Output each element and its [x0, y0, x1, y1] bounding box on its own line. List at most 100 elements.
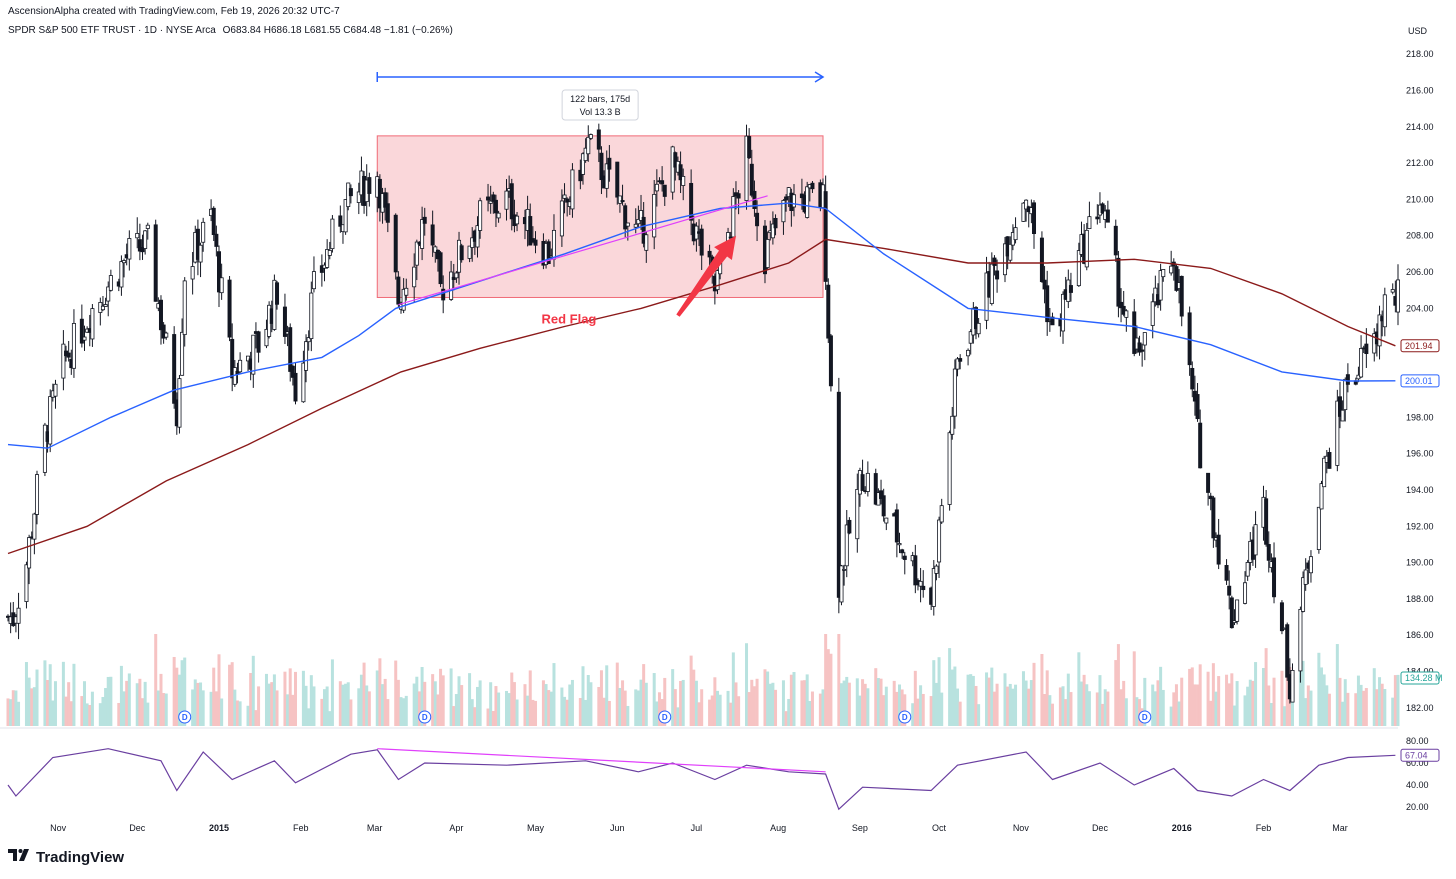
- candle-body: [918, 580, 923, 587]
- candle-body: [551, 229, 556, 260]
- volume-bar: [1232, 705, 1236, 726]
- red-flag-label: Red Flag: [541, 311, 596, 326]
- price-tick-label: 206.00: [1406, 267, 1434, 277]
- volume-bar: [172, 656, 176, 726]
- volume-bar: [810, 691, 814, 726]
- volume-bar: [505, 690, 509, 726]
- candle-body: [1105, 209, 1110, 223]
- candle-body: [699, 228, 704, 256]
- volume-bar: [528, 670, 532, 726]
- volume-bar: [897, 684, 901, 726]
- candle-body: [24, 564, 29, 602]
- candle-body: [219, 277, 224, 294]
- candle-body: [1298, 609, 1303, 672]
- dividend-marker[interactable]: D: [1138, 710, 1152, 724]
- candle-body: [784, 196, 789, 201]
- volume-bar: [1254, 662, 1258, 726]
- time-tick-label: Aug: [770, 823, 786, 833]
- price-axis[interactable]: 218.00 216.00 214.00 212.00 210.00 208.00 206.…: [1406, 49, 1434, 812]
- volume-bar: [515, 699, 519, 726]
- volume-bar: [417, 691, 421, 726]
- price-tick-label: 186.00: [1406, 630, 1434, 640]
- volume-bar: [1211, 663, 1215, 726]
- candle-body: [470, 237, 475, 248]
- volume-bar: [644, 682, 648, 726]
- candle-body: [839, 565, 844, 603]
- symbol-title[interactable]: SPDR S&P 500 ETF TRUST · 1D · NYSE Arca: [8, 25, 216, 36]
- candle-body: [343, 199, 348, 233]
- volume-bar: [618, 687, 622, 726]
- volume-bar: [439, 668, 443, 726]
- candle-body: [1061, 293, 1066, 332]
- volume-bar: [1243, 695, 1247, 726]
- volume-bar: [995, 683, 999, 726]
- volume-bar: [1087, 691, 1091, 726]
- volume-bar: [599, 670, 603, 726]
- volume-bar: [272, 674, 276, 726]
- candle-body: [636, 219, 641, 225]
- volume-bar: [541, 680, 545, 726]
- volume-bar: [304, 685, 308, 726]
- candle-body: [884, 517, 889, 524]
- time-tick-label: Sep: [852, 823, 868, 833]
- candle-body: [966, 349, 971, 357]
- time-axis[interactable]: Nov Dec 2015 Feb Mar Apr May Jun Jul Aug Sep Oct Nov…: [50, 823, 1348, 833]
- candle-body: [937, 519, 942, 563]
- volume-bar: [415, 676, 419, 726]
- volume-bar: [32, 687, 36, 726]
- volume-bar: [43, 660, 47, 726]
- candle-body: [272, 279, 277, 330]
- tradingview-brand[interactable]: TradingView: [8, 848, 124, 866]
- candle-body: [153, 224, 158, 302]
- candle-body: [1285, 624, 1290, 678]
- dividend-marker[interactable]: D: [418, 710, 432, 724]
- candle-body: [1124, 310, 1129, 318]
- candle-body: [1319, 483, 1324, 510]
- candle-body: [66, 352, 71, 358]
- volume-bar: [1235, 681, 1239, 726]
- volume-bar: [1114, 660, 1118, 726]
- dividend-marker[interactable]: D: [898, 710, 912, 724]
- volume-bar: [143, 681, 147, 726]
- symbol-legend[interactable]: SPDR S&P 500 ETF TRUST · 1D · NYSE Arca …: [8, 25, 457, 36]
- range-end-arrow: [814, 71, 825, 83]
- time-tick-label: Apr: [449, 823, 463, 833]
- volume-bar: [1343, 679, 1347, 726]
- candle-body: [404, 287, 409, 296]
- volume-bar: [338, 681, 342, 726]
- volume-bar: [953, 666, 957, 726]
- candle-body: [1179, 275, 1184, 317]
- volume-bar: [1101, 703, 1105, 726]
- ma-red-value-box: [1400, 339, 1440, 353]
- red-flag-arrow: [676, 235, 736, 317]
- candle-body: [989, 263, 994, 304]
- volume-bar: [710, 695, 714, 726]
- candle-body: [847, 519, 852, 534]
- dividend-marker[interactable]: D: [658, 710, 672, 724]
- candle-body: [1087, 216, 1092, 230]
- candle-body: [143, 230, 148, 249]
- volume-bar: [449, 668, 453, 726]
- volume-bar: [818, 693, 822, 726]
- volume-bar: [1003, 673, 1007, 726]
- candle-body: [1150, 301, 1155, 326]
- volume-bar: [1372, 668, 1376, 726]
- volume-bar: [1338, 677, 1342, 726]
- candle-body: [747, 136, 752, 159]
- volume-bar: [494, 686, 498, 726]
- volume-bar: [1077, 652, 1081, 726]
- candle-body: [309, 292, 314, 339]
- volume-bar: [657, 692, 661, 726]
- candle-body: [227, 279, 232, 338]
- volume-bar: [547, 690, 551, 726]
- dividend-marker[interactable]: D: [178, 710, 192, 724]
- volume-bar: [621, 680, 625, 726]
- candle-body: [1008, 243, 1013, 261]
- volume-bar: [578, 698, 582, 726]
- candle-body: [122, 260, 127, 264]
- volume-bar: [642, 664, 646, 726]
- volume-bar: [921, 693, 925, 726]
- volume-bar: [829, 653, 833, 726]
